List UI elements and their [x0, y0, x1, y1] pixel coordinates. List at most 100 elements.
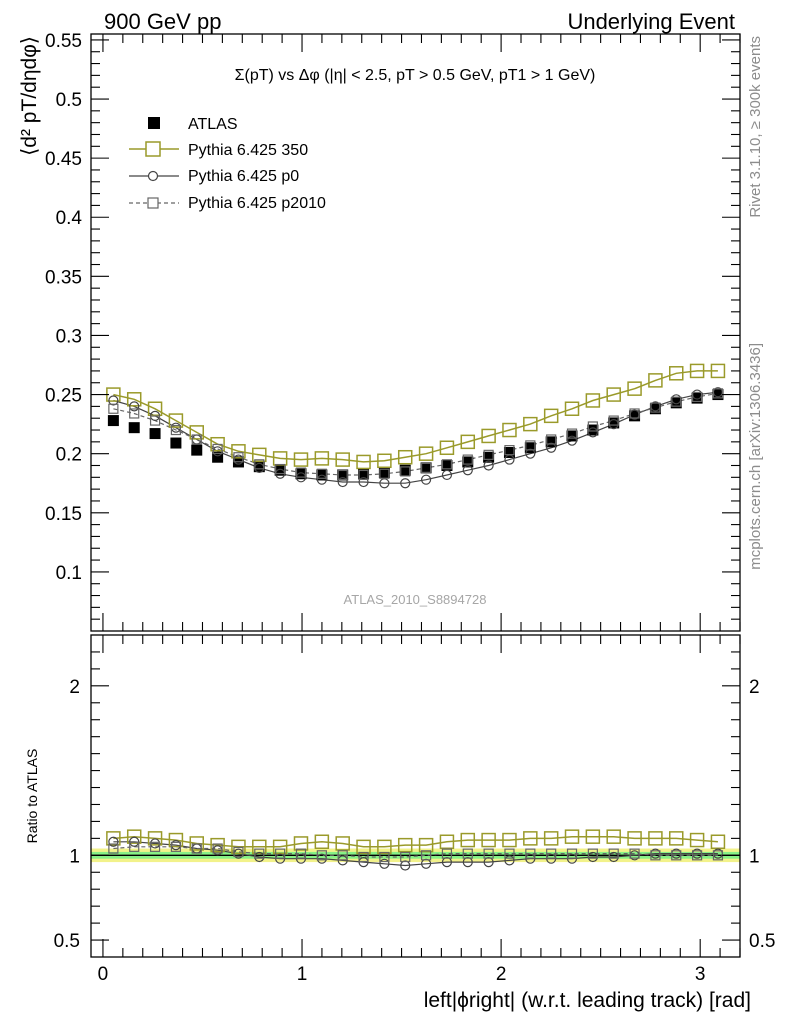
ratio-point-pythia-6-425-p2010 [691, 850, 703, 861]
main-point-atlas [295, 468, 307, 480]
main-point-atlas [212, 451, 224, 463]
ratio-point-pythia-6-425-350 [689, 832, 705, 848]
main-point-pythia-6-425-350 [564, 401, 580, 417]
main-point-pythia-6-425-p2010 [504, 445, 515, 456]
main-point-pythia-6-425-p2010 [337, 469, 348, 481]
main-point-atlas [128, 422, 140, 434]
main-point-atlas [608, 417, 620, 429]
ratio-point-pythia-6-425-350 [502, 832, 517, 848]
ratio-point-pythia-6-425-p2010 [671, 850, 682, 861]
legend-label-p350: Pythia 6.425 350 [188, 142, 308, 159]
main-point-pythia-6-425-350 [314, 451, 330, 466]
ratio-point-pythia-6-425-p2010 [587, 848, 598, 859]
ratio-point-pythia-6-425-p2010 [233, 846, 244, 858]
ratio-y-tick-label-right: 0.5 [749, 931, 775, 952]
main-point-atlas [712, 389, 724, 401]
main-point-pythia-6-425-p2010 [108, 403, 119, 414]
ratio-point-pythia-6-425-p2010 [275, 848, 286, 859]
main-point-pythia-6-425-350 [502, 422, 517, 438]
main-point-atlas [503, 446, 515, 458]
main-panel: 0.1 0.15 0.2 0.25 0.3 0.35 0.4 0.45 0.5 0.55 Σ(pT… [18, 31, 741, 632]
main-point-pythia-6-425-p2010 [400, 466, 411, 477]
main-point-pythia-6-425-p2010 [233, 452, 244, 463]
ratio-point-pythia-6-425-p2010 [566, 848, 578, 859]
main-y-tick-label: 0.45 [45, 149, 82, 170]
main-point-pythia-6-425-350 [606, 387, 621, 402]
ratio-point-pythia-6-425-p2010 [441, 848, 453, 859]
main-y-tick-label: 0.35 [45, 267, 82, 288]
legend-marker-p0 [147, 170, 159, 182]
ratio-point-pythia-6-425-350 [293, 836, 309, 851]
main-point-atlas [107, 415, 119, 427]
ratio-data-marks [106, 829, 726, 871]
legend-marker-atlas [148, 117, 160, 129]
ratio-point-pythia-6-425-350 [606, 829, 621, 844]
legend-entry-p0: Pythia 6.425 p0 [129, 168, 299, 185]
main-y-tick-label: 0.25 [45, 386, 82, 407]
main-y-axis-label: ⟨d² pT/dηdφ⟩ [18, 36, 41, 156]
x-tick-labels: 0 1 2 3 [98, 964, 706, 985]
ratio-point-pythia-6-425-350 [418, 837, 434, 853]
ratio-point-pythia-6-425-350 [377, 839, 392, 855]
ratio-point-pythia-6-425-p2010 [379, 851, 390, 863]
ratio-point-pythia-6-425-350 [189, 836, 205, 851]
ratio-point-pythia-6-425-p2010 [191, 843, 202, 854]
analysis-id: ATLAS_2010_S8894728 [344, 592, 487, 607]
main-point-pythia-6-425-350 [627, 381, 642, 396]
header-right: Underlying Event [567, 9, 735, 34]
main-title: Σ(pT) vs Δφ (|η| < 2.5, pT > 0.5 GeV, pT… [235, 67, 596, 84]
ratio-point-pythia-6-425-p2010 [108, 843, 119, 854]
ratio-point-pythia-6-425-p2010 [212, 843, 223, 854]
main-y-tick-label: 0.3 [56, 326, 82, 347]
legend-label-p2010: Pythia 6.425 p2010 [188, 195, 326, 212]
main-point-pythia-6-425-p2010 [629, 408, 640, 419]
main-point-atlas [170, 437, 182, 449]
main-y-tick-label: 0.5 [56, 90, 82, 111]
header-left: 900 GeV pp [104, 9, 221, 34]
main-point-pythia-6-425-350 [252, 447, 267, 463]
main-y-tick-label: 0.2 [56, 445, 82, 466]
ratio-point-pythia-6-425-p2010 [254, 848, 265, 859]
ratio-point-pythia-6-425-p2010 [608, 848, 619, 859]
ratio-point-pythia-6-425-350 [523, 831, 538, 846]
ratio-point-pythia-6-425-p2010 [170, 841, 182, 852]
main-point-pythia-6-425-350 [523, 416, 538, 432]
main-point-pythia-6-425-p2010 [525, 440, 536, 451]
main-line-pythia-6-425-p2010 [113, 392, 718, 476]
ratio-point-pythia-6-425-p2010 [462, 848, 473, 859]
ratio-point-pythia-6-425-p2010 [650, 850, 661, 861]
ratio-point-pythia-6-425-350 [106, 831, 121, 846]
ratio-point-pythia-6-425-p0 [108, 836, 119, 847]
main-point-pythia-6-425-p2010 [254, 459, 265, 470]
ratio-point-pythia-6-425-350 [397, 837, 413, 853]
main-point-atlas [483, 451, 495, 463]
main-point-pythia-6-425-p2010 [671, 396, 682, 407]
legend: ATLAS Pythia 6.425 350 Pythia 6.425 p0 P… [129, 116, 326, 212]
ratio-point-pythia-6-425-p2010 [483, 848, 494, 859]
ratio-y-axis-label: Ratio to ATLAS [24, 749, 40, 844]
main-axis-ticks [91, 34, 741, 631]
legend-entry-p350: Pythia 6.425 350 [129, 141, 308, 159]
main-point-atlas [691, 392, 703, 404]
ratio-point-pythia-6-425-p2010 [525, 848, 536, 859]
main-point-atlas [420, 462, 432, 474]
main-point-pythia-6-425-p2010 [212, 443, 223, 455]
main-point-pythia-6-425-350 [397, 449, 413, 465]
ratio-point-pythia-6-425-p2010 [295, 848, 307, 859]
main-point-pythia-6-425-p2010 [546, 434, 557, 445]
main-point-pythia-6-425-350 [543, 408, 559, 424]
ratio-point-pythia-6-425-p0 [504, 855, 515, 866]
main-y-tick-label: 0.15 [45, 504, 82, 525]
main-point-atlas [378, 467, 390, 479]
ratio-point-pythia-6-425-p2010 [316, 850, 327, 861]
ratio-axis-ticks [91, 635, 741, 957]
main-point-atlas [253, 461, 265, 473]
main-point-pythia-6-425-350 [231, 444, 246, 459]
main-point-pythia-6-425-p0 [525, 448, 536, 459]
main-point-pythia-6-425-p0 [358, 476, 369, 488]
main-point-pythia-6-425-p0 [108, 395, 119, 406]
main-point-atlas [441, 459, 453, 471]
main-point-atlas [274, 464, 286, 476]
main-point-atlas [670, 397, 682, 409]
